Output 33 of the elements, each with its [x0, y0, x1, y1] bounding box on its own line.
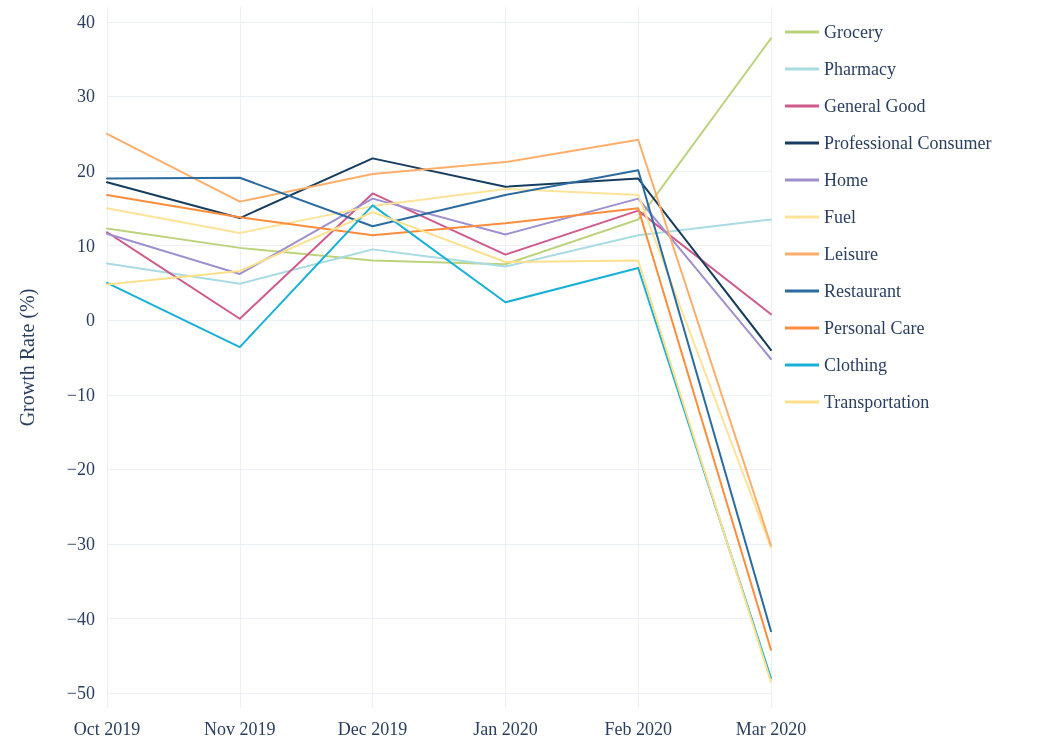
legend-label: Clothing: [824, 355, 888, 375]
line-series: [106, 157, 772, 352]
legend-label: Fuel: [824, 207, 857, 227]
x-tick-label: Dec 2019: [337, 719, 408, 739]
x-tick-label: Feb 2020: [604, 719, 672, 739]
y-tick-label: −40: [66, 608, 95, 629]
legend-label: Pharmacy: [824, 59, 896, 79]
y-tick-label: 0: [86, 310, 95, 331]
legend-label: Transportation: [824, 392, 930, 412]
y-tick-label: −50: [66, 683, 95, 704]
y-tick-label: 30: [77, 86, 95, 107]
x-tick-label: Oct 2019: [73, 719, 141, 739]
legend-label: Professional Consumer: [824, 133, 992, 153]
y-tick-label: −10: [66, 384, 95, 405]
legend-label: Leisure: [824, 244, 878, 264]
legend-label: General Good: [824, 96, 926, 116]
x-tick-label: Jan 2020: [473, 719, 538, 739]
legend-label: Home: [824, 170, 868, 190]
y-tick-label: −30: [66, 533, 95, 554]
line-series: [106, 218, 772, 285]
legend-label: Grocery: [824, 22, 883, 42]
y-tick-label: 20: [77, 161, 95, 182]
x-tick-label: Nov 2019: [204, 719, 276, 739]
legend-label: Personal Care: [824, 318, 925, 338]
line-series: [106, 197, 772, 360]
y-tick-label: −20: [66, 459, 95, 480]
y-tick-label: 10: [77, 235, 95, 256]
line-series: [106, 192, 772, 320]
y-tick-label: 40: [77, 11, 95, 32]
line-series: [106, 37, 772, 266]
legend-label: Restaurant: [824, 281, 901, 301]
x-tick-label: Mar 2020: [735, 719, 807, 739]
y-axis-title: Growth Rate (%): [16, 288, 39, 427]
